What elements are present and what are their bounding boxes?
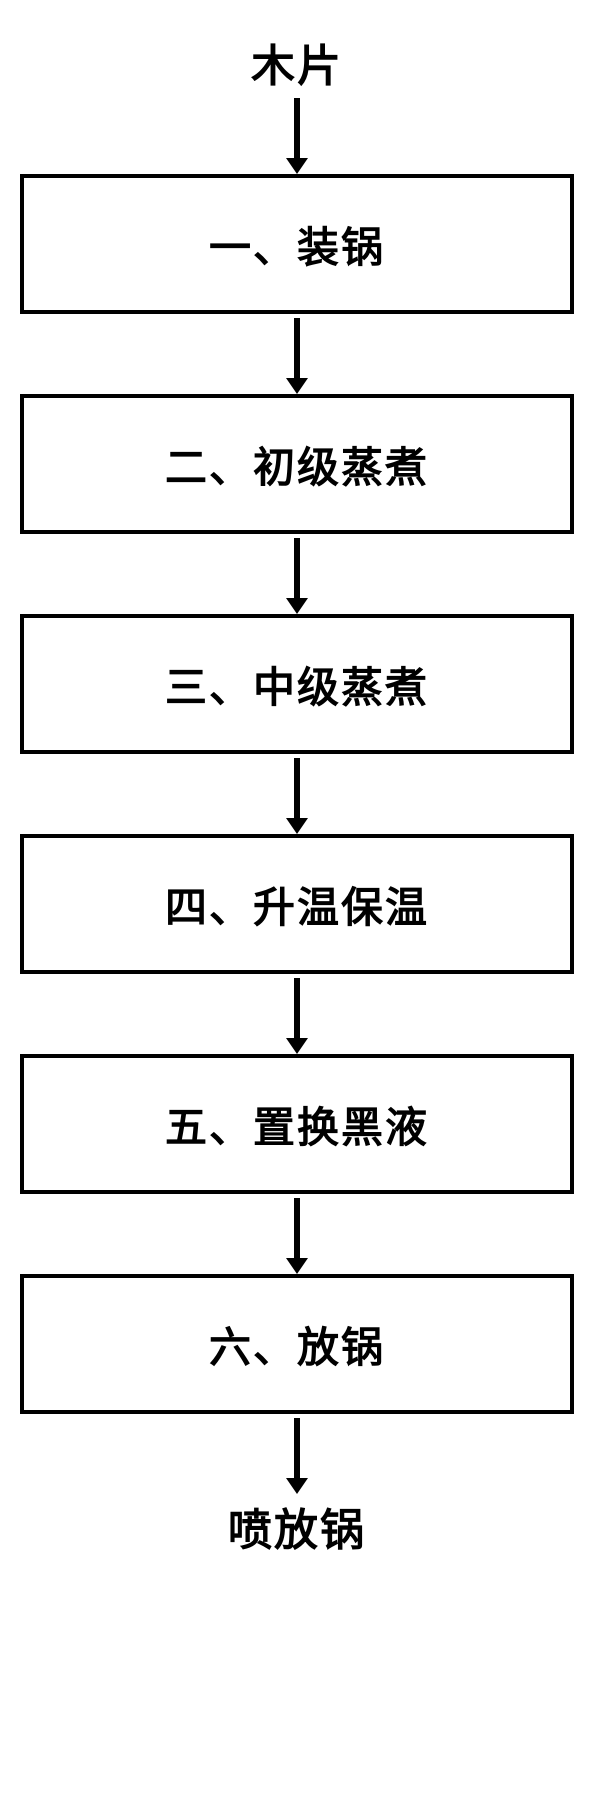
flow-box-step3: 三、中级蒸煮	[20, 614, 574, 754]
arrow-down-icon	[284, 1194, 310, 1274]
flow-box-label: 三、中级蒸煮	[165, 654, 429, 715]
flow-box-label: 六、放锅	[209, 1314, 385, 1375]
flow-box-label: 二、初级蒸煮	[165, 434, 429, 495]
flow-box-step1: 一、装锅	[20, 174, 574, 314]
flow-text-end: 喷放锅	[228, 1494, 366, 1558]
flow-box-label: 一、装锅	[209, 214, 385, 275]
flowchart-container: 木片 一、装锅 二、初级蒸煮 三、中级蒸煮 四、升温保温 五、置换黑液 六、放锅…	[20, 30, 574, 1558]
arrow-down-icon	[284, 974, 310, 1054]
arrow-down-icon	[284, 94, 310, 174]
flow-box-step4: 四、升温保温	[20, 834, 574, 974]
flow-box-step6: 六、放锅	[20, 1274, 574, 1414]
flow-box-label: 五、置换黑液	[165, 1094, 429, 1155]
arrow-down-icon	[284, 754, 310, 834]
flow-box-step5: 五、置换黑液	[20, 1054, 574, 1194]
arrow-down-icon	[284, 534, 310, 614]
arrow-down-icon	[284, 1414, 310, 1494]
flow-box-label: 四、升温保温	[165, 874, 429, 935]
flow-text-start: 木片	[251, 30, 343, 94]
flow-box-step2: 二、初级蒸煮	[20, 394, 574, 534]
arrow-down-icon	[284, 314, 310, 394]
